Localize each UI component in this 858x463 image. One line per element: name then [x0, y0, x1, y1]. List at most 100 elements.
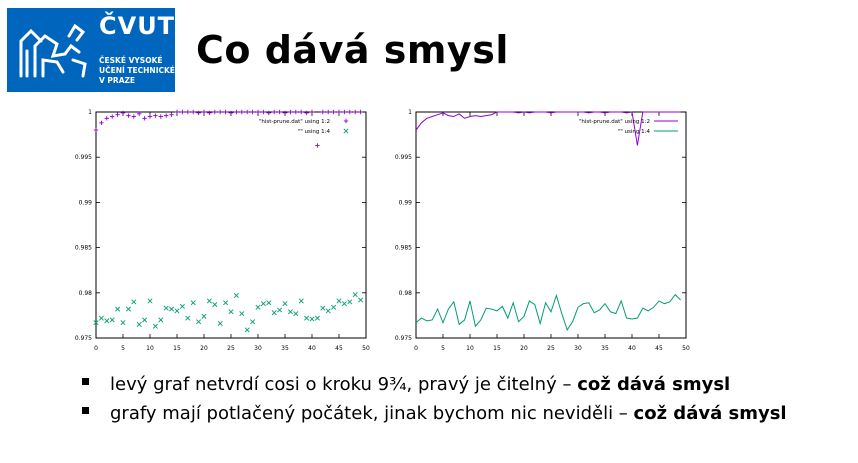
y-tick-label: 0.995 — [75, 154, 92, 161]
data-point — [190, 300, 196, 306]
marker-stroke — [282, 301, 288, 307]
x-tick-label: 0 — [414, 345, 418, 352]
marker-stroke — [217, 321, 223, 327]
marker-stroke — [293, 311, 299, 317]
data-point — [353, 109, 358, 115]
y-tick-label: 0.995 — [395, 154, 412, 161]
series-line — [415, 111, 681, 146]
marker-stroke — [271, 310, 277, 316]
cvut-logo: ČVUT ČESKÉ VYSOKÉ UČENÍ TECHNICKÉ V PRAZ… — [7, 8, 175, 92]
data-point — [239, 109, 244, 115]
data-point — [228, 309, 234, 315]
legend-label: "" using 1:4 — [298, 129, 331, 135]
marker-stroke — [174, 308, 180, 314]
data-point — [320, 109, 325, 115]
data-point — [217, 321, 223, 327]
marker-stroke — [347, 299, 353, 305]
data-point — [255, 304, 261, 310]
marker-stroke — [352, 292, 358, 298]
x-tick-label: 20 — [200, 345, 208, 352]
data-point — [120, 110, 126, 116]
x-tick-label: 35 — [601, 345, 609, 352]
x-tick-label: 10 — [146, 345, 154, 352]
data-point — [282, 301, 288, 307]
x-tick-label: 25 — [227, 345, 235, 352]
y-tick-label: 1 — [88, 109, 92, 116]
marker-stroke — [309, 316, 315, 322]
data-point — [201, 109, 207, 115]
bullet-emphasis: což dává smysl — [633, 403, 787, 424]
marker-stroke — [98, 315, 104, 321]
data-point — [147, 298, 153, 304]
marker-stroke — [266, 300, 272, 306]
marker-stroke — [331, 304, 337, 310]
series-line — [415, 293, 681, 331]
data-point — [250, 319, 256, 325]
y-tick-label: 0.985 — [395, 245, 412, 252]
marker-stroke — [115, 306, 121, 312]
left-chart-plot: 0 5 10 15 20 25 30 35 40 45 50 0.975 0.98 0.985 0.99 0.… — [75, 109, 370, 352]
data-point — [320, 305, 326, 311]
legend-swatch — [343, 128, 349, 134]
x-tick-label: 35 — [281, 345, 289, 352]
data-point — [326, 109, 331, 115]
marker-stroke — [223, 300, 229, 306]
data-point — [147, 114, 153, 119]
data-point — [136, 321, 142, 327]
bullet-item: levý graf netvrdí cosi o kroku 9¾, pravý… — [82, 372, 852, 397]
logo-university-name: ČESKÉ VYSOKÉ UČENÍ TECHNICKÉ V PRAZE — [99, 56, 175, 85]
plot-frame — [415, 111, 687, 339]
marker-stroke — [201, 313, 207, 319]
data-point — [196, 319, 202, 325]
data-point — [158, 317, 164, 323]
x-tick-label: 0 — [94, 345, 98, 352]
data-point — [212, 109, 217, 115]
data-point — [244, 327, 250, 333]
marker-stroke — [185, 315, 191, 321]
marker-stroke — [196, 319, 202, 325]
data-point — [261, 109, 266, 115]
x-tick-label: 30 — [254, 345, 262, 352]
marker-stroke — [179, 303, 185, 309]
marker-stroke — [277, 307, 283, 313]
data-point — [223, 300, 229, 306]
bullet-text: grafy mají potlačený počátek, jinak bych… — [110, 403, 634, 424]
data-point — [158, 114, 163, 119]
data-point — [163, 305, 169, 311]
data-point — [115, 112, 120, 117]
y-tick-label: 0.99 — [79, 199, 93, 206]
data-point — [174, 308, 180, 314]
data-point — [174, 109, 180, 115]
data-point — [336, 298, 342, 304]
data-point — [277, 109, 282, 115]
data-point — [266, 300, 272, 306]
data-point — [287, 309, 293, 315]
data-point — [212, 302, 218, 308]
data-point — [358, 297, 364, 303]
marker-stroke — [158, 317, 164, 323]
data-point — [352, 292, 358, 298]
x-tick-label: 30 — [574, 345, 582, 352]
marker-stroke — [358, 297, 364, 303]
data-point — [309, 316, 315, 322]
data-point — [142, 116, 147, 121]
marker-stroke — [239, 311, 245, 317]
logo-abbreviation: ČVUT — [99, 12, 176, 40]
marker-stroke — [287, 309, 293, 315]
data-point — [315, 143, 320, 148]
x-tick-label: 45 — [335, 345, 343, 352]
bullet-marker — [82, 378, 89, 385]
data-point — [169, 112, 174, 117]
y-tick-label: 1 — [408, 109, 412, 116]
plot-frame — [95, 111, 367, 339]
y-tick-label: 0.975 — [395, 335, 412, 342]
data-point — [325, 308, 331, 314]
data-point — [336, 109, 342, 115]
lion-emblem-icon — [19, 23, 87, 78]
marker-stroke — [233, 292, 239, 299]
x-tick-label: 5 — [121, 345, 125, 352]
right-chart: 0 5 10 15 20 25 30 35 40 45 50 0.975 0.98 0.985 0.99 0.… — [382, 100, 702, 360]
marker-stroke — [109, 317, 115, 323]
data-point — [277, 307, 283, 313]
data-point — [250, 109, 255, 115]
